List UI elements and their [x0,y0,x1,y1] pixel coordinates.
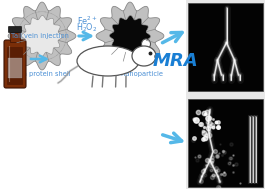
Polygon shape [96,2,164,70]
Polygon shape [109,15,151,57]
FancyBboxPatch shape [7,47,23,85]
FancyBboxPatch shape [188,99,263,187]
Text: MRA: MRA [153,52,199,70]
Text: Fe$^{2+}$: Fe$^{2+}$ [77,15,97,27]
FancyBboxPatch shape [0,95,186,189]
Ellipse shape [142,39,151,49]
FancyBboxPatch shape [4,40,26,88]
FancyBboxPatch shape [10,32,20,42]
Polygon shape [8,2,76,70]
Ellipse shape [132,46,156,66]
Ellipse shape [77,46,139,76]
FancyBboxPatch shape [8,58,22,78]
Text: M-HFn nanoparticle: M-HFn nanoparticle [98,71,162,77]
Text: Tail vein injection: Tail vein injection [11,33,69,39]
FancyBboxPatch shape [188,3,263,91]
Text: H$_2$O$_2$: H$_2$O$_2$ [76,22,98,34]
Polygon shape [21,15,63,57]
FancyBboxPatch shape [0,0,186,95]
FancyBboxPatch shape [8,26,21,33]
Text: HFn protein shell: HFn protein shell [14,71,70,77]
